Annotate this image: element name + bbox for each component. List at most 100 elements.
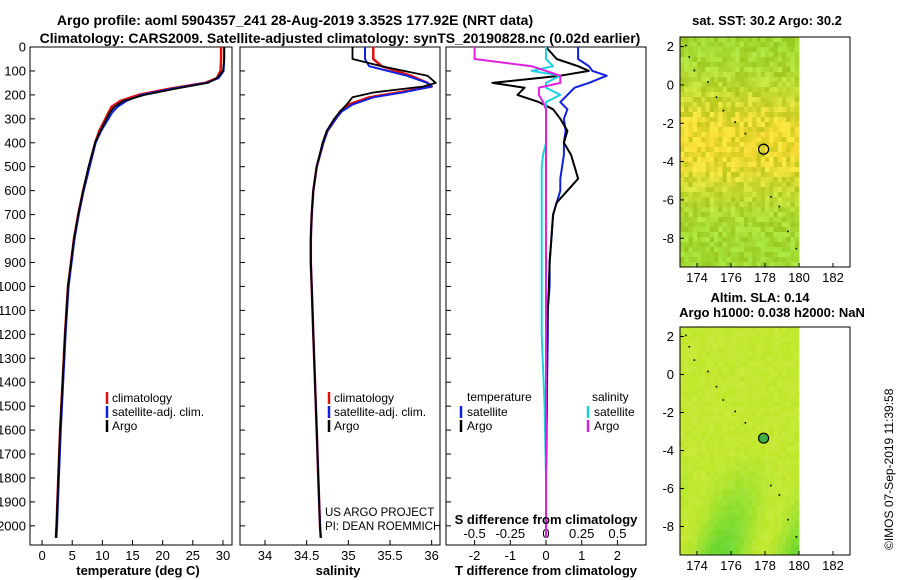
map-cell — [701, 500, 706, 506]
map-cell — [743, 480, 749, 487]
map-cell — [722, 460, 728, 467]
map-cell — [705, 480, 711, 487]
map-cell — [688, 177, 694, 183]
map-cell — [705, 162, 711, 168]
depth-tick-label: 300 — [4, 111, 26, 126]
map-cell — [731, 455, 736, 462]
map-cell — [769, 470, 774, 477]
map-cell — [777, 197, 783, 203]
map-x-tick-label: 180 — [788, 270, 810, 285]
map-cell — [773, 460, 779, 467]
diff-legend-sal-argo: Argo — [594, 419, 620, 433]
map-cell — [769, 127, 774, 133]
map-cell — [743, 52, 749, 58]
map-cell — [718, 351, 723, 358]
map-cell — [794, 421, 800, 427]
map-cell — [782, 500, 787, 506]
map-cell — [680, 505, 685, 511]
map-cell — [752, 500, 757, 506]
map-cell — [692, 197, 698, 203]
map-cell — [688, 172, 694, 178]
map-cell — [773, 346, 779, 353]
map-cell — [718, 187, 723, 193]
map-cell — [760, 57, 766, 63]
map-cell — [714, 450, 719, 457]
map-cell — [760, 257, 766, 263]
map-cell — [765, 431, 770, 437]
map-cell — [684, 396, 689, 402]
map-cell — [777, 490, 783, 496]
map-cell — [777, 530, 783, 536]
map-cell — [748, 540, 753, 546]
map-cell — [773, 510, 779, 516]
depth-tick-label: 600 — [4, 183, 26, 198]
map-cell — [688, 421, 694, 427]
map-cell — [777, 92, 783, 98]
map-cell — [701, 455, 706, 462]
map-cell — [680, 460, 685, 467]
map-cell — [765, 117, 770, 123]
map-cell — [739, 376, 745, 382]
map-cell — [709, 167, 715, 173]
map-cell — [680, 97, 685, 103]
map-cell — [714, 356, 719, 363]
map-cell — [773, 152, 779, 158]
map-cell — [794, 197, 800, 203]
map-cell — [705, 52, 711, 58]
map-cell — [697, 480, 702, 487]
x-tick-label: 35 — [341, 548, 355, 563]
map-cell — [735, 202, 740, 208]
map-cell — [773, 182, 779, 188]
map-y-tick-label: -8 — [662, 231, 674, 246]
map-cell — [684, 237, 689, 243]
map-cell — [705, 132, 711, 138]
map-cell — [777, 187, 783, 193]
map-cell — [794, 92, 800, 98]
map-cell — [684, 62, 689, 68]
map-cell — [794, 406, 800, 412]
map-y-tick-label: -8 — [662, 519, 674, 534]
map-cell — [722, 127, 728, 133]
map-cell — [752, 247, 757, 253]
map-cell — [731, 182, 736, 188]
map-cell — [680, 47, 685, 53]
map-cell — [782, 421, 787, 427]
map-cell — [739, 450, 745, 457]
map-cell — [782, 102, 787, 108]
map-x-tick-label: 182 — [822, 558, 844, 573]
map-cell — [760, 107, 766, 113]
map-cell — [786, 406, 791, 412]
map-cell — [743, 351, 749, 358]
map-cell — [697, 455, 702, 462]
map-cell — [697, 142, 702, 148]
map-cell — [760, 132, 766, 138]
map-cell — [709, 202, 715, 208]
map-cell — [692, 411, 698, 417]
map-cell — [680, 112, 685, 118]
salinity-series-line — [309, 47, 437, 538]
map-cell — [705, 202, 711, 208]
map-cell — [743, 500, 749, 506]
depth-axis: 0100200300400500600700800900100011001200… — [0, 40, 451, 533]
map-cell — [769, 421, 774, 427]
map-cell — [684, 376, 689, 382]
sst-map-cells — [680, 37, 800, 268]
map-cell — [726, 52, 732, 58]
map-cell — [748, 207, 753, 213]
map-cell — [773, 227, 779, 233]
map-cell — [705, 510, 711, 516]
map-cell — [735, 82, 740, 88]
map-cell — [769, 550, 774, 556]
map-cell — [688, 257, 694, 263]
map-cell — [769, 187, 774, 193]
map-cell — [731, 162, 736, 168]
map-cell — [743, 426, 749, 432]
map-cell — [705, 107, 711, 113]
map-cell — [743, 401, 749, 407]
map-cell — [705, 401, 711, 407]
map-cell — [752, 117, 757, 123]
map-cell — [726, 127, 732, 133]
map-cell — [714, 371, 719, 377]
map-cell — [709, 455, 715, 462]
map-cell — [739, 480, 745, 487]
